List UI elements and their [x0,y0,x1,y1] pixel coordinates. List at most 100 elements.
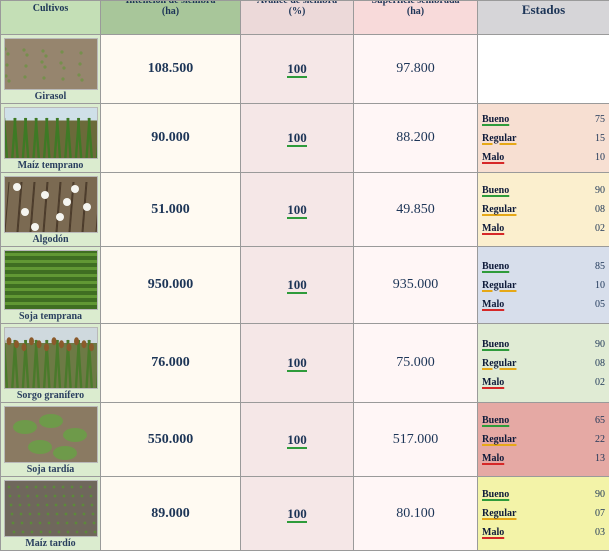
avance-cell: 100 [241,247,354,324]
intencion-cell: 550.000 [101,403,241,477]
crop-photo [4,480,98,537]
crop-name: Soja tardía [1,464,100,476]
estado-value-regular: 10 [595,280,605,291]
intencion-value: 51.000 [151,202,190,217]
estado-value-malo: 02 [595,377,605,388]
superficie-cell: 80.100 [354,477,478,551]
superficie-cell: 517.000 [354,403,478,477]
estado-value-regular: 08 [595,204,605,215]
header-intencion: Intención de siembra (ha) [101,1,241,35]
intencion-value: 950.000 [148,277,194,292]
superficie-value: 75.000 [396,355,435,370]
estado-label-regular: Regular [482,204,516,215]
crop-name: Maíz tardío [1,538,100,550]
estado-value-regular: 15 [595,133,605,144]
estado-row: Regular 15 [482,129,605,148]
avance-cell: 100 [241,324,354,403]
avance-value: 100 [287,130,307,147]
header-superficie-label: Superficie sembrada (ha) [354,1,477,18]
estado-label-malo: Malo [482,453,504,464]
estado-label-bueno: Bueno [482,489,509,500]
crop-cell: Maíz temprano [1,104,101,173]
intencion-value: 76.000 [151,355,190,370]
estado-label-malo: Malo [482,377,504,388]
avance-value: 100 [287,355,307,372]
estado-value-malo: 13 [595,453,605,464]
crop-cell: Maíz tardío [1,477,101,551]
intencion-value: 550.000 [148,432,194,447]
estado-row: Regular 07 [482,504,605,523]
estado-value-malo: 05 [595,299,605,310]
crop-cell: Sorgo granífero [1,324,101,403]
estado-value-regular: 08 [595,358,605,369]
avance-cell: 100 [241,477,354,551]
estado-value-regular: 07 [595,508,605,519]
estado-value-bueno: 90 [595,185,605,196]
avance-value: 100 [287,277,307,294]
intencion-value: 90.000 [151,130,190,145]
intencion-cell: 89.000 [101,477,241,551]
header-avance-label: Avance de siembra (%) [241,1,353,18]
table-row-7: Maíz tardío 89.000 100 80.100 Bueno 90 Reg… [1,477,609,551]
estado-row: Bueno 90 [482,485,605,504]
estado-value-malo: 02 [595,223,605,234]
header-cultivos: Cultivos [1,1,101,35]
avance-cell: 100 [241,403,354,477]
intencion-cell: 51.000 [101,173,241,247]
estado-label-malo: Malo [482,152,504,163]
estado-value-bueno: 90 [595,339,605,350]
superficie-cell: 88.200 [354,104,478,173]
intencion-cell: 950.000 [101,247,241,324]
estados-cell [478,35,609,104]
estado-value-bueno: 90 [595,489,605,500]
crop-cell: Algodón [1,173,101,247]
header-avance: Avance de siembra (%) [241,1,354,35]
header-superficie: Superficie sembrada (ha) [354,1,478,35]
crop-cell: Soja tardía [1,403,101,477]
crop-cell: Soja temprana [1,247,101,324]
crop-name: Algodón [1,234,100,246]
estado-label-regular: Regular [482,434,516,445]
estado-label-malo: Malo [482,299,504,310]
estado-row: Malo 02 [482,219,605,238]
table-row-1: Girasol 108.500 100 97.800 [1,35,609,104]
superficie-cell: 97.800 [354,35,478,104]
intencion-cell: 90.000 [101,104,241,173]
intencion-cell: 108.500 [101,35,241,104]
crop-photo [4,107,98,159]
estado-label-regular: Regular [482,133,516,144]
avance-cell: 100 [241,35,354,104]
avance-value: 100 [287,432,307,449]
estado-label-regular: Regular [482,508,516,519]
estado-row: Malo 13 [482,449,605,468]
superficie-cell: 75.000 [354,324,478,403]
crop-name: Soja temprana [1,311,100,323]
intencion-cell: 76.000 [101,324,241,403]
header-row: Cultivos Intención de siembra (ha) Avanc… [1,1,609,35]
crop-photo [4,176,98,233]
estado-label-malo: Malo [482,223,504,234]
estado-value-bueno: 85 [595,261,605,272]
header-cultivos-label: Cultivos [1,3,100,14]
